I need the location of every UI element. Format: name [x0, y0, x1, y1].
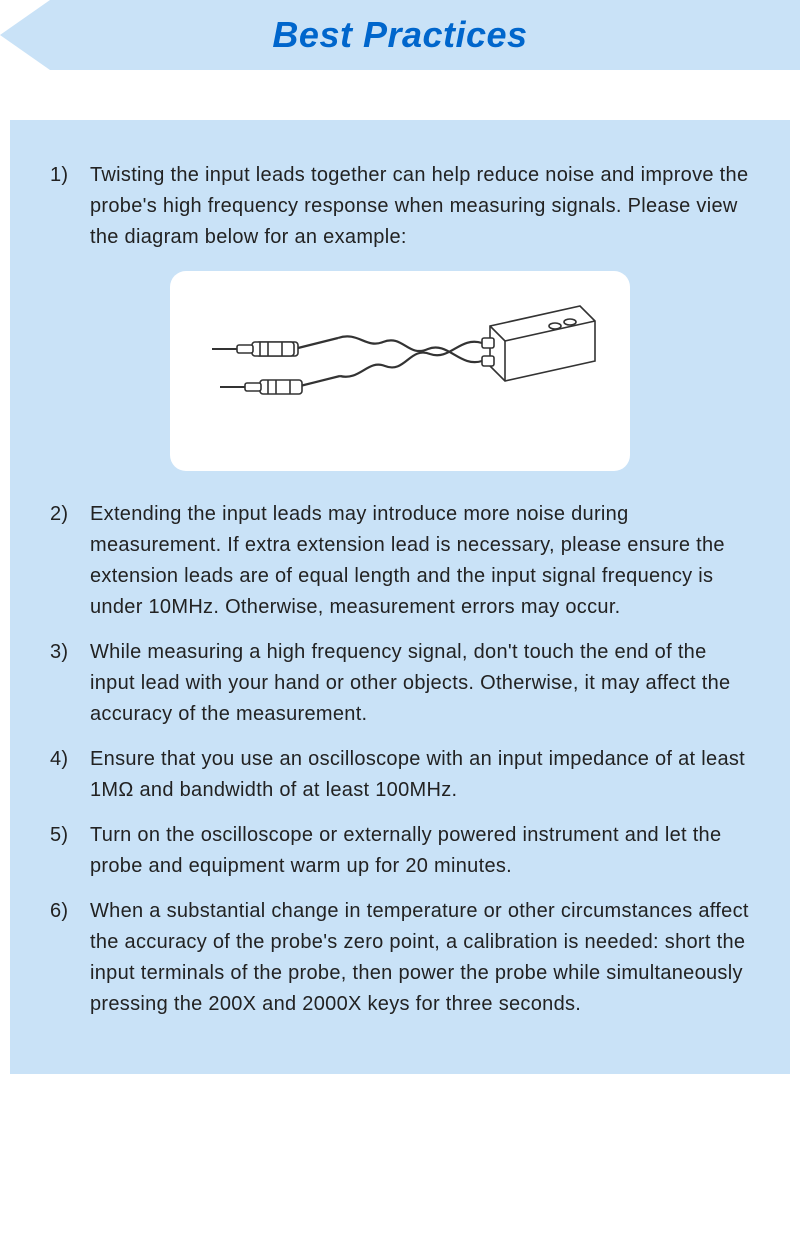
practice-text: Twisting the input leads together can he… — [90, 160, 750, 253]
practice-number: 6) — [50, 896, 90, 1020]
practice-text: While measuring a high frequency signal,… — [90, 637, 750, 730]
content-panel: 1) Twisting the input leads together can… — [10, 120, 790, 1074]
probe-twisted-leads-icon — [190, 286, 610, 456]
practice-text: Extending the input leads may introduce … — [90, 499, 750, 623]
practice-number: 3) — [50, 637, 90, 730]
diagram-container — [170, 271, 630, 471]
practice-item: 1) Twisting the input leads together can… — [50, 160, 750, 253]
page-title: Best Practices — [272, 14, 527, 56]
practice-text: Turn on the oscilloscope or externally p… — [90, 820, 750, 882]
practice-number: 2) — [50, 499, 90, 623]
practice-item: 6) When a substantial change in temperat… — [50, 896, 750, 1020]
practice-number: 1) — [50, 160, 90, 253]
practice-number: 4) — [50, 744, 90, 806]
practice-item: 3) While measuring a high frequency sign… — [50, 637, 750, 730]
practice-item: 4) Ensure that you use an oscilloscope w… — [50, 744, 750, 806]
practice-item: 2) Extending the input leads may introdu… — [50, 499, 750, 623]
practice-number: 5) — [50, 820, 90, 882]
practice-text: Ensure that you use an oscilloscope with… — [90, 744, 750, 806]
header-banner: Best Practices — [0, 0, 800, 70]
practice-item: 5) Turn on the oscilloscope or externall… — [50, 820, 750, 882]
practice-text: When a substantial change in temperature… — [90, 896, 750, 1020]
